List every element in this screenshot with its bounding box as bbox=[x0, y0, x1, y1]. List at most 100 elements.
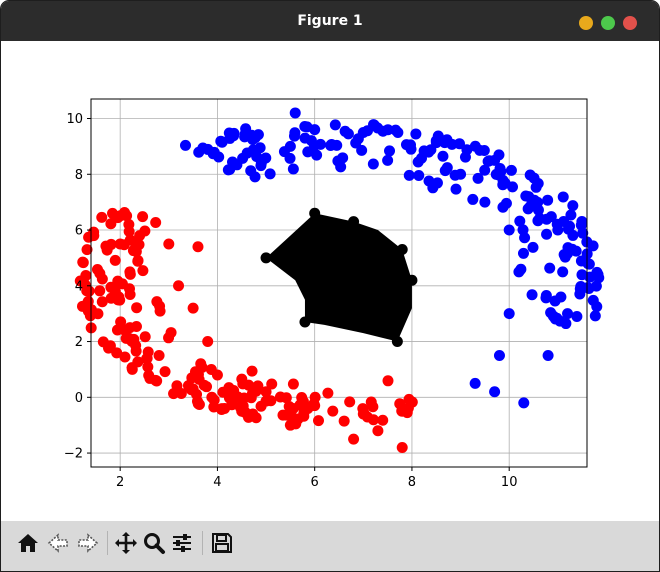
zoom-button[interactable] bbox=[141, 530, 167, 556]
save-button[interactable] bbox=[209, 530, 235, 556]
data-point bbox=[313, 415, 325, 427]
data-point bbox=[583, 258, 595, 270]
data-point bbox=[289, 107, 301, 119]
data-point bbox=[141, 353, 153, 365]
back-button[interactable] bbox=[45, 530, 71, 556]
save-icon bbox=[212, 533, 232, 553]
data-point bbox=[325, 139, 337, 151]
data-point bbox=[254, 142, 266, 154]
data-point bbox=[590, 280, 602, 292]
data-point bbox=[77, 256, 89, 268]
data-point bbox=[500, 197, 512, 209]
data-point bbox=[144, 372, 156, 384]
data-point bbox=[284, 419, 296, 431]
minimize-button[interactable] bbox=[579, 16, 593, 30]
forward-button[interactable] bbox=[75, 530, 101, 556]
data-point bbox=[153, 349, 165, 361]
back-icon bbox=[47, 533, 68, 553]
data-point bbox=[540, 290, 552, 302]
data-point bbox=[309, 124, 321, 136]
data-point bbox=[81, 244, 93, 256]
data-point bbox=[530, 199, 542, 211]
data-point bbox=[247, 408, 259, 420]
data-point bbox=[403, 169, 415, 181]
data-point bbox=[250, 385, 262, 397]
data-point bbox=[526, 289, 538, 301]
y-tick-label: 10 bbox=[66, 112, 83, 127]
y-tick-label: −2 bbox=[64, 447, 83, 462]
data-point bbox=[322, 387, 334, 399]
data-point bbox=[557, 191, 569, 203]
data-point bbox=[514, 215, 526, 227]
data-point bbox=[193, 373, 205, 385]
data-point bbox=[94, 285, 106, 297]
data-point bbox=[530, 181, 542, 193]
data-point bbox=[196, 361, 208, 373]
data-point bbox=[124, 266, 136, 278]
data-point bbox=[372, 425, 384, 437]
data-point bbox=[299, 121, 311, 133]
data-point bbox=[163, 238, 175, 250]
data-point bbox=[584, 271, 596, 283]
data-point bbox=[120, 332, 132, 344]
data-point bbox=[215, 135, 227, 147]
data-point bbox=[479, 164, 491, 176]
close-button[interactable] bbox=[623, 16, 637, 30]
data-point bbox=[287, 378, 299, 390]
data-point bbox=[280, 392, 292, 404]
data-point bbox=[439, 137, 451, 149]
data-point bbox=[392, 126, 404, 138]
data-point bbox=[287, 163, 299, 175]
data-point bbox=[237, 152, 249, 164]
data-point bbox=[123, 226, 135, 238]
data-point bbox=[206, 391, 218, 403]
configure-subplots-button[interactable] bbox=[169, 530, 195, 556]
home-button[interactable] bbox=[15, 530, 41, 556]
data-point bbox=[517, 247, 529, 259]
data-point bbox=[236, 373, 248, 385]
data-point bbox=[377, 125, 389, 137]
maximize-button[interactable] bbox=[601, 16, 615, 30]
data-point bbox=[173, 280, 185, 292]
x-tick-label: 10 bbox=[501, 475, 518, 490]
data-point bbox=[489, 386, 501, 398]
data-point bbox=[179, 139, 191, 151]
x-tick-label: 2 bbox=[116, 475, 124, 490]
data-point bbox=[542, 194, 554, 206]
data-point bbox=[384, 145, 396, 157]
data-point bbox=[489, 154, 501, 166]
data-point bbox=[350, 137, 362, 149]
data-point bbox=[557, 266, 569, 278]
data-point bbox=[294, 399, 306, 411]
data-point bbox=[450, 183, 462, 195]
data-point bbox=[587, 240, 599, 252]
data-point bbox=[455, 168, 467, 180]
data-point bbox=[567, 200, 579, 212]
data-point bbox=[283, 401, 295, 413]
data-point bbox=[150, 217, 162, 229]
data-point bbox=[74, 275, 86, 287]
data-point bbox=[382, 375, 394, 387]
data-point bbox=[532, 215, 544, 227]
data-point bbox=[403, 393, 415, 405]
data-point bbox=[479, 196, 491, 208]
data-point bbox=[437, 150, 449, 162]
data-point bbox=[127, 245, 139, 257]
data-point bbox=[83, 231, 95, 243]
data-point bbox=[117, 278, 129, 290]
y-tick-label: 6 bbox=[75, 224, 83, 239]
data-point bbox=[284, 140, 296, 152]
data-point bbox=[104, 340, 116, 352]
data-point bbox=[192, 398, 204, 410]
pan-button[interactable] bbox=[113, 530, 139, 556]
data-point bbox=[348, 433, 360, 445]
data-point bbox=[469, 377, 481, 389]
data-point bbox=[137, 265, 149, 277]
data-point bbox=[284, 152, 296, 164]
data-point bbox=[413, 169, 425, 181]
scatter-plot: 2 4 6 8 10 −2 0 2 4 6 8 10 bbox=[64, 98, 605, 490]
data-point bbox=[245, 165, 257, 177]
data-point bbox=[288, 130, 300, 142]
data-point bbox=[348, 216, 360, 228]
data-point bbox=[202, 336, 214, 348]
